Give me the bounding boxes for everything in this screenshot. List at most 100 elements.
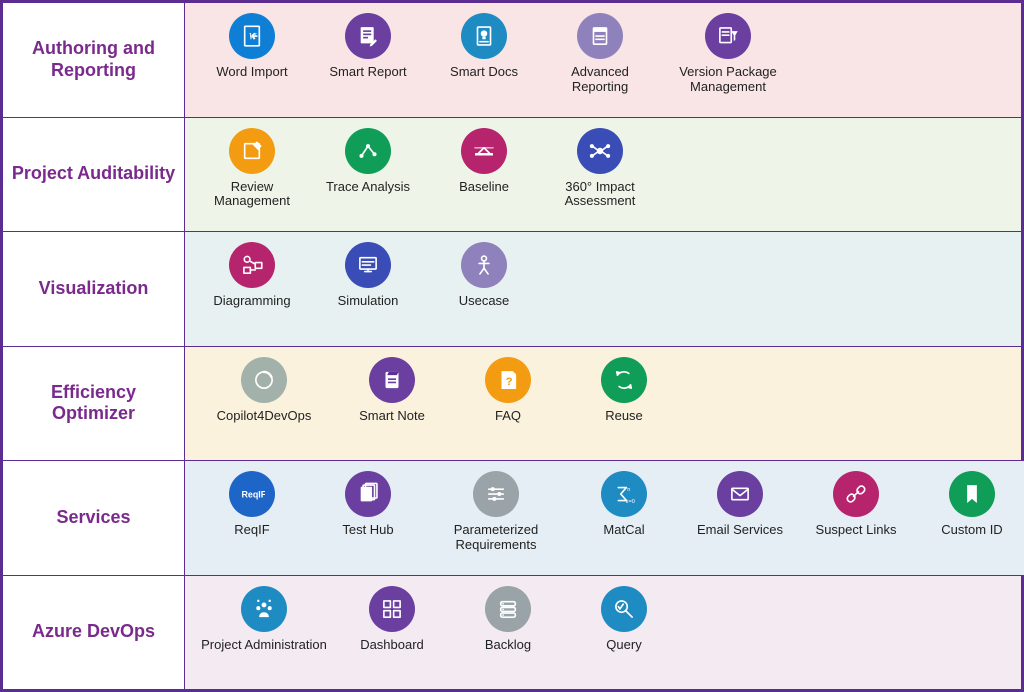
package-filter-icon [705,13,751,59]
items-azure: Project Administration Dashboard Backlog Qu… [185,576,1021,690]
feature-label: Email Services [697,523,783,538]
feature-baseline[interactable]: Baseline [431,128,537,195]
note-icon [369,357,415,403]
feature-label: Review Management [199,180,305,210]
feature-reqif[interactable]: ReqIF ReqIF [199,471,305,538]
spin-icon [241,357,287,403]
feature-faq[interactable]: ? FAQ [455,357,561,424]
feature-label: Simulation [338,294,399,309]
feature-dashboard[interactable]: Dashboard [339,586,445,653]
feature-trace-analysis[interactable]: Trace Analysis [315,128,421,195]
word-icon: W [229,13,275,59]
feature-project-administration[interactable]: Project Administration [199,586,329,653]
row-efficiency: Efficiency Optimizer Copilot4DevOps Smart … [3,347,1021,462]
monitor-icon [345,242,391,288]
team-icon [241,586,287,632]
feature-360-impact-assessment[interactable]: 360° Impact Assessment [547,128,653,210]
row-azure: Azure DevOps Project Administration Dashbo… [3,576,1021,690]
feature-usecase[interactable]: Usecase [431,242,537,309]
feature-label: MatCal [603,523,644,538]
feature-review-management[interactable]: Review Management [199,128,305,210]
feature-label: Backlog [485,638,531,653]
feature-label: ReqIF [234,523,269,538]
feature-reuse[interactable]: Reuse [571,357,677,424]
feature-label: Dashboard [360,638,424,653]
items-efficiency: Copilot4DevOps Smart Note? FAQ Reuse [185,347,1021,461]
feature-label: Advanced Reporting [547,65,653,95]
feature-test-hub[interactable]: Test Hub [315,471,421,538]
feature-suspect-links[interactable]: Suspect Links [803,471,909,538]
feature-label: Smart Report [329,65,406,80]
feature-label: Suspect Links [816,523,897,538]
feature-label: Version Package Management [663,65,793,95]
feature-version-package-management[interactable]: Version Package Management [663,13,793,95]
feature-label: 360° Impact Assessment [547,180,653,210]
category-label-authoring: Authoring and Reporting [3,3,185,117]
feature-label: Baseline [459,180,509,195]
items-services: ReqIF ReqIF Test Hub Parameterized Requirem… [185,461,1024,575]
feature-label: Test Hub [342,523,393,538]
feature-backlog[interactable]: Backlog [455,586,561,653]
svg-text:ReqIF: ReqIF [241,489,265,499]
feature-email-services[interactable]: Email Services [687,471,793,538]
link-icon [833,471,879,517]
svg-text:n: n [627,487,630,493]
feature-simulation[interactable]: Simulation [315,242,421,309]
mail-icon [717,471,763,517]
query-icon [601,586,647,632]
category-label-azure: Azure DevOps [3,576,185,690]
svg-text:k=0: k=0 [626,499,635,505]
items-auditability: Review Management Trace Analysis Baseline 3… [185,118,1021,232]
feature-label: Trace Analysis [326,180,410,195]
report-icon [577,13,623,59]
items-authoring: W Word Import Smart Report Smart Docs Advanc… [185,3,1021,117]
feature-label: Parameterized Requirements [431,523,561,553]
row-services: Services ReqIF ReqIF Test Hub Parameterized … [3,461,1021,576]
feature-parameterized-requirements[interactable]: Parameterized Requirements [431,471,561,553]
feature-word-import[interactable]: W Word Import [199,13,305,80]
bookmark-icon [949,471,995,517]
category-label-services: Services [3,461,185,575]
feature-copilot4devops[interactable]: Copilot4DevOps [199,357,329,424]
edit-square-icon [229,128,275,174]
row-visualization: Visualization Diagramming Simulation Usecas… [3,232,1021,347]
doc-pencil-icon [345,13,391,59]
lightbulb-doc-icon [461,13,507,59]
category-label-visualization: Visualization [3,232,185,346]
feature-label: FAQ [495,409,521,424]
feature-label: Copilot4DevOps [217,409,312,424]
feature-matcal[interactable]: n k=0 MatCal [571,471,677,538]
diagram-icon [229,242,275,288]
category-label-efficiency: Efficiency Optimizer [3,347,185,461]
feature-matrix: Authoring and Reporting W Word Import Smart… [0,0,1024,692]
items-visualization: Diagramming Simulation Usecase [185,232,1021,346]
sigma-icon: n k=0 [601,471,647,517]
feature-smart-docs[interactable]: Smart Docs [431,13,537,80]
feature-label: Query [606,638,641,653]
feature-smart-note[interactable]: Smart Note [339,357,445,424]
sliders-icon [473,471,519,517]
feature-label: Smart Note [359,409,425,424]
row-auditability: Project Auditability Review Management Tra… [3,118,1021,233]
feature-custom-id[interactable]: Custom ID [919,471,1024,538]
category-label-auditability: Project Auditability [3,118,185,232]
feature-diagramming[interactable]: Diagramming [199,242,305,309]
baseline-icon [461,128,507,174]
dashboard-icon [369,586,415,632]
faq-icon: ? [485,357,531,403]
feature-smart-report[interactable]: Smart Report [315,13,421,80]
feature-advanced-reporting[interactable]: Advanced Reporting [547,13,653,95]
svg-text:?: ? [506,375,513,387]
impact-icon [577,128,623,174]
actor-icon [461,242,507,288]
feature-label: Reuse [605,409,643,424]
reqif-icon: ReqIF [229,471,275,517]
feature-label: Diagramming [213,294,290,309]
feature-label: Smart Docs [450,65,518,80]
feature-label: Project Administration [201,638,327,653]
trace-icon [345,128,391,174]
feature-label: Custom ID [941,523,1002,538]
feature-label: Usecase [459,294,510,309]
feature-label: Word Import [216,65,287,80]
feature-query[interactable]: Query [571,586,677,653]
